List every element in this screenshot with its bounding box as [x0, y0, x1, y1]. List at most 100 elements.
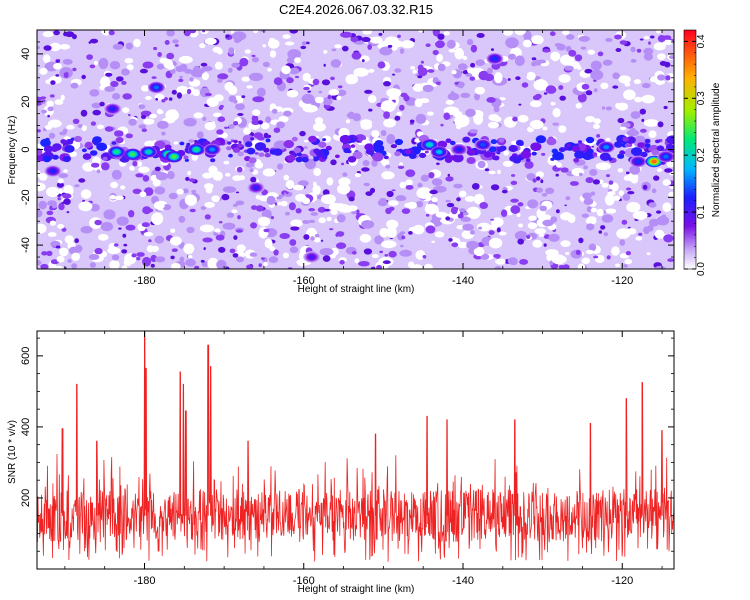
heatmap-cell — [248, 157, 257, 164]
heatmap-cell — [255, 205, 264, 212]
heatmap-cell — [500, 209, 508, 217]
heatmap-cell — [104, 86, 116, 92]
heatmap-cell — [273, 77, 283, 86]
heatmap-cell — [453, 183, 463, 189]
heatmap-x-tick-label: -160 — [293, 275, 315, 287]
heatmap-cell — [196, 131, 204, 139]
heatmap-cell — [656, 30, 661, 34]
heatmap-cell — [62, 193, 72, 199]
heatmap-cell — [201, 261, 209, 267]
heatmap-cell — [365, 191, 373, 197]
heatmap-cell — [408, 261, 415, 269]
heatmap-cell — [386, 190, 394, 198]
heatmap-cell — [63, 31, 68, 37]
heatmap-cell — [479, 202, 489, 209]
heatmap-cell — [512, 157, 522, 164]
colorbar-tick-label: 0.0 — [696, 262, 707, 276]
heatmap-cell — [450, 91, 455, 96]
heatmap-cell — [337, 85, 343, 89]
heatmap-cell — [522, 39, 532, 48]
heatmap-cell — [139, 68, 148, 74]
heatmap-cell — [362, 30, 373, 35]
heatmap-cell — [189, 30, 197, 34]
heatmap-cell — [515, 139, 524, 146]
heatmap-cell — [37, 223, 47, 234]
heatmap-cell — [237, 113, 244, 116]
heatmap-cell — [289, 67, 300, 75]
heatmap-cell — [336, 242, 347, 249]
heatmap-hotspot — [426, 142, 433, 147]
heatmap-cell — [486, 97, 496, 103]
heatmap-cell — [294, 75, 300, 79]
heatmap-cell — [64, 31, 75, 38]
heatmap-cell — [429, 189, 438, 195]
heatmap-cell — [635, 236, 643, 241]
heatmap-cell — [466, 240, 479, 250]
heatmap-cell — [371, 159, 378, 167]
heatmap-cell — [394, 138, 403, 146]
heatmap-cell — [630, 46, 636, 53]
heatmap-hotspot — [113, 150, 120, 154]
heatmap-cell — [436, 162, 440, 166]
heatmap-cell — [170, 68, 176, 74]
heatmap-cell — [633, 79, 642, 85]
heatmap-cell — [84, 141, 93, 148]
heatmap-cell — [641, 94, 655, 104]
heatmap-cell — [306, 41, 310, 45]
heatmap-cell — [350, 144, 356, 148]
heatmap-cell — [132, 188, 142, 194]
heatmap-cell — [58, 173, 69, 178]
heatmap-cell — [47, 232, 57, 237]
heatmap-cell — [514, 55, 525, 66]
heatmap-cell — [313, 237, 321, 243]
heatmap-cell — [183, 155, 189, 160]
heatmap-cell — [128, 210, 135, 218]
heatmap-y-tick-label: -40 — [20, 237, 32, 253]
heatmap-cell — [72, 67, 77, 72]
heatmap-cell — [151, 212, 164, 225]
heatmap-cell — [380, 130, 387, 136]
heatmap-cell — [63, 198, 71, 205]
heatmap-cell — [303, 146, 308, 150]
heatmap-cell — [66, 211, 70, 214]
heatmap-cell — [496, 146, 505, 152]
heatmap-cell — [227, 141, 232, 145]
heatmap-cell — [541, 152, 546, 156]
heatmap-cell — [40, 138, 51, 148]
heatmap-cell — [140, 114, 147, 119]
heatmap-cell — [62, 155, 71, 163]
heatmap-cell — [286, 89, 299, 98]
heatmap-cell — [361, 36, 371, 43]
heatmap-cell — [478, 226, 483, 230]
heatmap-cell — [457, 241, 468, 249]
heatmap-cell — [49, 94, 55, 98]
heatmap-cell — [623, 175, 631, 181]
heatmap-cell — [649, 76, 658, 83]
heatmap-cell — [590, 69, 604, 81]
heatmap-cell — [257, 120, 263, 125]
heatmap-cell — [409, 119, 415, 124]
heatmap-cell — [668, 191, 674, 198]
heatmap-hotspot — [209, 147, 215, 152]
heatmap-cell — [214, 228, 221, 233]
heatmap-cell — [290, 226, 300, 231]
heatmap-cell — [207, 257, 219, 269]
heatmap-cell — [457, 82, 464, 89]
heatmap-cell — [392, 73, 396, 76]
heatmap-cell — [574, 150, 585, 159]
heatmap-cell — [278, 116, 289, 123]
heatmap-cell — [452, 153, 464, 163]
heatmap-cell — [494, 266, 502, 269]
heatmap-cell — [542, 219, 554, 227]
heatmap-cell — [364, 89, 373, 94]
heatmap-cell — [236, 166, 243, 173]
heatmap-cell — [565, 45, 572, 52]
heatmap-cell — [663, 105, 668, 110]
heatmap-cell — [43, 45, 52, 51]
heatmap-cell — [523, 30, 532, 42]
heatmap-cell — [206, 97, 219, 107]
heatmap-cell — [245, 141, 253, 148]
heatmap-cell — [243, 127, 252, 135]
heatmap-cell — [109, 60, 121, 70]
heatmap-cell — [42, 31, 54, 38]
